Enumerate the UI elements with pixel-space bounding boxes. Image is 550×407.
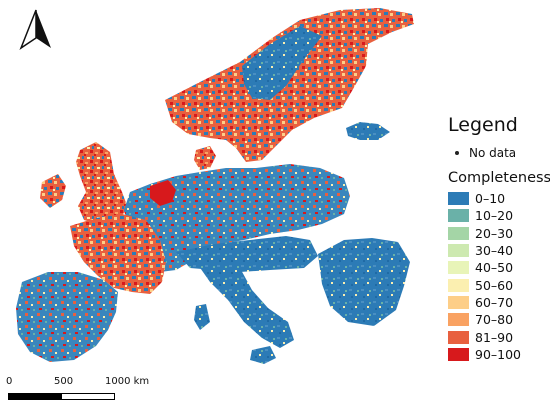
legend-item: 60–70	[448, 294, 548, 311]
netherlands-region	[150, 180, 176, 206]
north-arrow-icon	[19, 9, 51, 50]
legend-item: 0–10	[448, 190, 548, 207]
legend-swatch	[448, 295, 469, 309]
legend-item-label: 70–80	[475, 312, 514, 328]
legend-swatch	[448, 313, 469, 327]
sardinia-region	[194, 304, 210, 330]
europe-completeness-map	[16, 8, 414, 364]
legend-swatch	[448, 278, 469, 292]
legend-item-label: 90–100	[475, 346, 522, 362]
great-britain-region	[76, 142, 128, 224]
legend-item: 50–60	[448, 276, 548, 293]
legend-item-label: 0–10	[475, 191, 506, 207]
north-sweden-region	[242, 26, 322, 100]
iberia-region	[16, 272, 118, 362]
legend-item-label: 60–70	[475, 294, 514, 310]
legend-swatch	[448, 244, 469, 258]
legend-items: 0–10 10–20 20–30 30–40 40–50 50–60 60–70 70–80 8…	[448, 190, 548, 363]
legend-item-label: 50–60	[475, 277, 514, 293]
legend-swatch	[448, 226, 469, 240]
scale-label-1000: 1000 km	[105, 376, 150, 387]
legend-title: Legend	[448, 114, 518, 136]
estonia-region	[346, 122, 390, 140]
nodata-entry: No data	[448, 146, 548, 160]
legend-swatch	[448, 330, 469, 344]
legend-item-label: 40–50	[475, 260, 514, 276]
classification-title: Completeness	[448, 170, 550, 186]
scale-segment-white	[61, 393, 115, 400]
scale-segment-black	[8, 393, 62, 400]
france-region	[70, 214, 166, 294]
balkan-east-region	[318, 238, 410, 326]
legend-item: 81–90	[448, 328, 548, 345]
legend-item-label: 10–20	[475, 208, 514, 224]
alpine-region	[176, 236, 318, 272]
scale-label-0: 0	[6, 376, 13, 387]
nodata-label: No data	[469, 146, 517, 160]
nodata-dot-icon	[455, 151, 459, 155]
legend-item: 30–40	[448, 242, 548, 259]
legend-item: 10–20	[448, 207, 548, 224]
legend-item-label: 81–90	[475, 329, 514, 345]
scale-label-500: 500	[54, 376, 74, 387]
legend-swatch	[448, 209, 469, 223]
denmark-region	[194, 146, 216, 170]
legend-item-label: 30–40	[475, 243, 514, 259]
italy-region	[196, 256, 294, 348]
legend-item: 40–50	[448, 259, 548, 276]
scale-bar: 0 500 1000 km	[6, 376, 268, 406]
map-legend: Legend No data Completeness 0–10 10–20 20–…	[448, 114, 550, 363]
legend-item: 20–30	[448, 225, 548, 242]
sicily-region	[250, 346, 276, 364]
legend-item: 90–100	[448, 346, 548, 363]
legend-swatch	[448, 192, 469, 206]
fennoscandia-region	[165, 8, 414, 162]
central-europe-region	[124, 164, 350, 272]
ireland-region	[40, 174, 66, 208]
legend-swatch	[448, 347, 469, 361]
legend-swatch	[448, 261, 469, 275]
legend-item: 70–80	[448, 311, 548, 328]
legend-item-label: 20–30	[475, 225, 514, 241]
